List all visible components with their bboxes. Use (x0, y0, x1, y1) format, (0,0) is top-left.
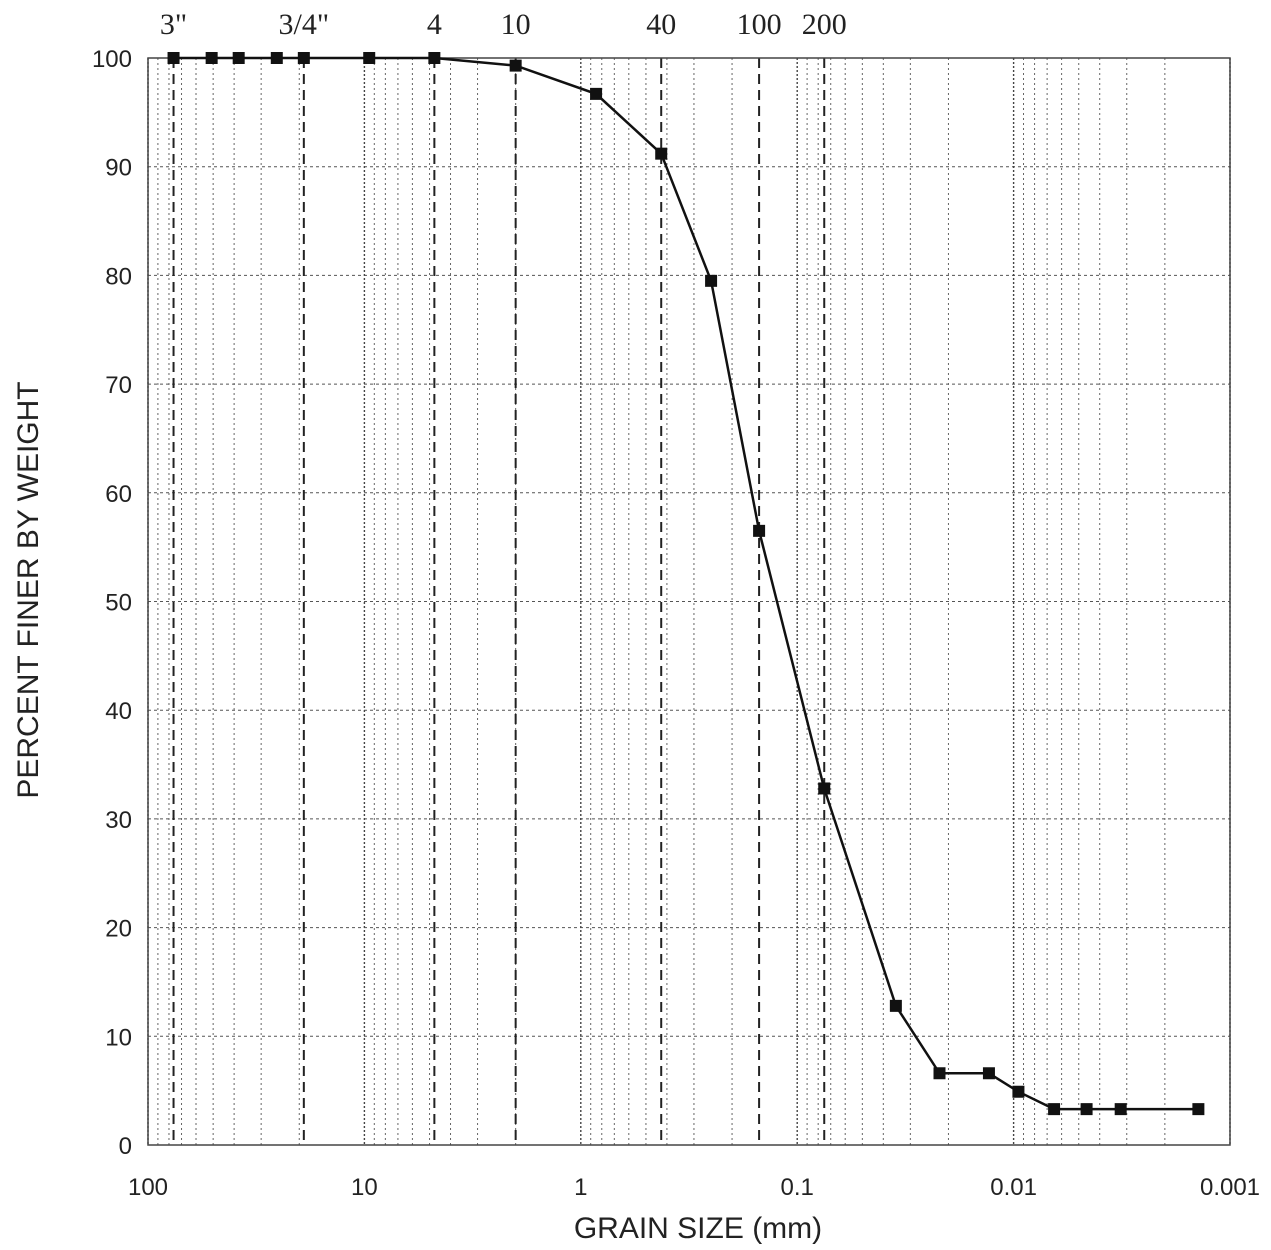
y-tick-label: 90 (105, 155, 132, 182)
data-point-marker (753, 524, 766, 537)
plot-frame (147, 57, 1231, 1146)
sieve-label: 3" (160, 8, 187, 41)
data-point-marker (590, 87, 603, 100)
data-point-marker (297, 52, 310, 64)
data-point-marker (889, 999, 902, 1012)
sieve-label: 3/4" (279, 8, 330, 41)
sieve-label: 200 (802, 8, 847, 41)
sieve-label: 40 (646, 8, 676, 41)
sieve-label: 4 (427, 8, 442, 41)
data-point-marker (982, 1067, 995, 1080)
y-tick-label: 40 (105, 698, 132, 725)
data-point-marker (428, 52, 441, 64)
data-point-marker (270, 52, 283, 64)
sieve-layer: 3" 3/4" 4 10 40 100 200 (160, 8, 847, 1145)
x-tick-label: 100 (128, 1174, 168, 1201)
y-tick-label: 60 (105, 481, 132, 508)
y-tick-label: 30 (105, 807, 132, 834)
y-tick-label: 10 (105, 1024, 132, 1051)
data-point-marker (1048, 1103, 1061, 1116)
y-tick-label: 100 (92, 46, 132, 73)
data-point-marker (232, 52, 245, 64)
data-point-marker (933, 1067, 946, 1080)
y-tick-label: 80 (105, 263, 132, 290)
data-point-marker (167, 52, 180, 64)
sieve-label: 100 (737, 8, 782, 41)
y-tick-label: 20 (105, 916, 132, 943)
data-point-marker (705, 274, 718, 287)
y-tick-label: 70 (105, 372, 132, 399)
x-tick-label: 0.01 (990, 1174, 1037, 1201)
data-point-marker (655, 147, 668, 160)
data-point-marker (205, 52, 218, 64)
data-point-marker (1114, 1103, 1127, 1116)
x-axis-title: GRAIN SIZE (mm) (574, 1212, 822, 1245)
tick-layer: 0 10 20 30 40 50 60 70 80 90 100 100 10 1 0.1 0.01 0.001 (92, 46, 1260, 1201)
x-tick-label: 0.1 (781, 1174, 814, 1201)
curve-layer (167, 52, 1205, 1116)
y-tick-label: 50 (105, 590, 132, 617)
y-axis-title: PERCENT FINER BY WEIGHT (12, 381, 45, 798)
grid-layer (147, 57, 1231, 1145)
x-tick-label: 0.001 (1200, 1174, 1260, 1201)
sieve-label: 10 (501, 8, 531, 41)
y-tick-label: 0 (119, 1133, 132, 1160)
x-tick-label: 10 (351, 1174, 378, 1201)
data-point-marker (363, 52, 376, 64)
data-point-marker (818, 782, 831, 795)
data-point-marker (509, 59, 522, 72)
data-point-marker (1012, 1085, 1025, 1098)
data-point-marker (1192, 1103, 1205, 1116)
data-point-marker (1080, 1103, 1093, 1116)
x-tick-label: 1 (574, 1174, 587, 1201)
